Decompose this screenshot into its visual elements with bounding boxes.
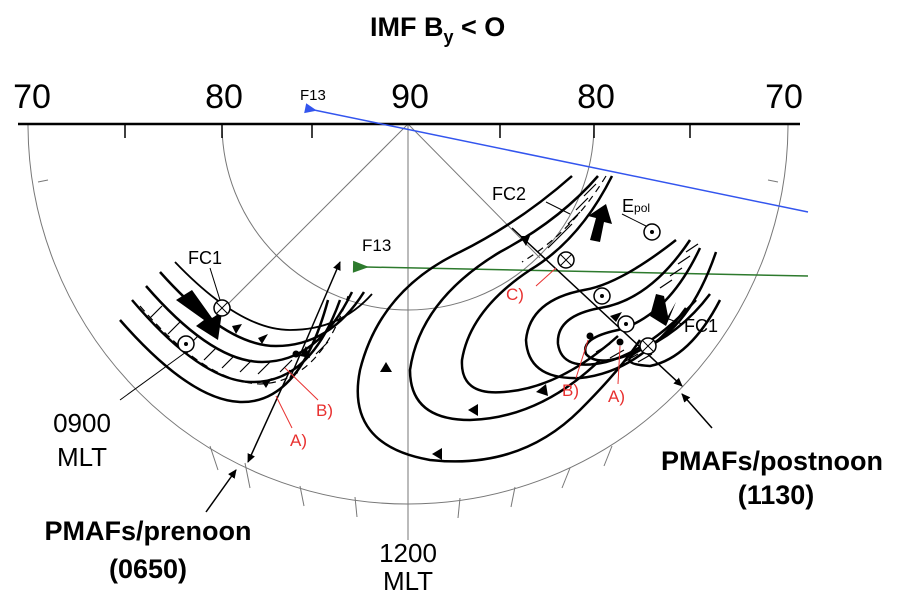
fc1-right-label: FC1 (684, 316, 718, 336)
epol-leader (621, 213, 647, 227)
f13-middle-label: F13 (362, 236, 391, 255)
f13-middle-track (352, 260, 809, 277)
prenoon-pointer (205, 469, 237, 513)
postnoon-annotation-title: PMAFs/postnoon (661, 446, 883, 476)
prenoon-flow-lines (119, 261, 373, 404)
lat-label-70-left: 70 (13, 78, 51, 116)
fc1-right-leader (665, 317, 683, 325)
prenoon-out-of-page-symbols (177, 299, 300, 358)
postnoon-dashed-boundary (521, 175, 607, 263)
point-label-b-right: B) (562, 381, 579, 400)
postnoon-track-arrow (511, 227, 683, 387)
point-label-c-right: C) (506, 285, 524, 304)
f13-upper-track (304, 103, 809, 213)
left-mlt-label: MLT (57, 442, 107, 472)
prenoon-pointer-lines (275, 367, 319, 429)
postnoon-out-of-page-symbols (557, 223, 661, 355)
left-time-leader (119, 351, 187, 401)
prenoon-track-arrow (247, 369, 291, 463)
lat-label-90: 90 (391, 78, 429, 116)
left-time-label: 0900 (53, 408, 111, 438)
fc1-left-leader (209, 267, 221, 301)
point-label-a-right: A) (608, 387, 625, 406)
fc2-label: FC2 (492, 184, 526, 204)
polar-grid (27, 123, 789, 540)
prenoon-annotation-time: (0650) (109, 554, 187, 584)
postnoon-pointer (681, 393, 713, 429)
prenoon-annotation-title: PMAFs/prenoon (45, 516, 252, 546)
top-axis (18, 122, 800, 138)
postnoon-hatch-bands (547, 183, 699, 363)
point-label-a-left: A) (290, 431, 307, 450)
bottom-time-label: 1200 (379, 538, 437, 568)
prenoon-flow-arrows (232, 324, 310, 388)
fc1-left-label: FC1 (188, 248, 222, 268)
fc1-left-arrow (176, 290, 222, 340)
prenoon-vertical-arrow (289, 261, 341, 379)
fc2-leader (545, 201, 571, 215)
epol-label: Epol (622, 196, 650, 216)
postnoon-outer-cell (356, 175, 642, 463)
fc2-arrow (588, 204, 612, 242)
postnoon-pointer-lines (535, 267, 621, 385)
radial-line-left (211, 123, 409, 321)
bottom-mlt-label: MLT (383, 566, 433, 596)
postnoon-annotation-time: (1130) (738, 480, 815, 510)
f13-upper-label: F13 (300, 87, 326, 104)
lat-label-80-left: 80 (205, 78, 243, 116)
radial-line-right (407, 123, 541, 259)
point-label-b-left: B) (316, 401, 333, 420)
postnoon-inner-cell (524, 239, 722, 380)
lat-label-80-right: 80 (577, 78, 615, 116)
fc1-right-arrow (650, 294, 676, 326)
figure-title: IMF By < O (370, 12, 505, 47)
lat-label-70-right: 70 (765, 78, 803, 116)
latitude-labels: 70 80 90 80 70 (13, 78, 803, 116)
